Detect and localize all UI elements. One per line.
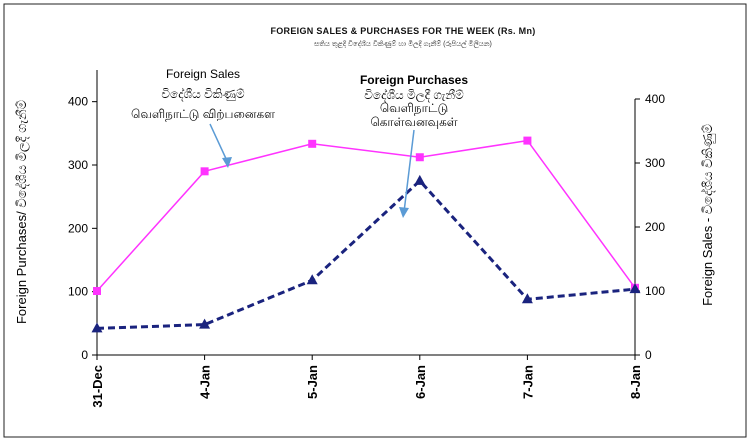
series-group xyxy=(91,136,641,333)
x-tick-label: 6-Jan xyxy=(413,365,428,399)
x-tick-label: 4-Jan xyxy=(198,365,213,399)
chart-subtitle: සතිය තුළදී විදේශීය විකිණුම් හා මිලදී ගැන… xyxy=(314,40,492,49)
data-point-sales xyxy=(93,287,101,295)
right-tick-label: 400 xyxy=(645,92,665,106)
right-tick-label: 200 xyxy=(645,220,665,234)
data-point-purchases xyxy=(521,293,533,304)
annotation-sales-si: විදේශීය විකිණුම් xyxy=(161,87,245,101)
data-point-purchases xyxy=(414,174,426,185)
annotation-arrow-purchases xyxy=(403,129,415,213)
annotation-purchases-en: Foreign Purchases xyxy=(360,73,468,87)
x-tick-label: 7-Jan xyxy=(520,365,535,399)
right-tick-label: 100 xyxy=(645,284,665,298)
chart-title: FOREIGN SALES & PURCHASES FOR THE WEEK (… xyxy=(270,26,535,36)
data-point-sales xyxy=(308,139,317,148)
data-point-purchases xyxy=(629,283,641,294)
left-tick-label: 200 xyxy=(68,221,88,235)
series-line-foreign-purchases xyxy=(96,178,636,330)
axes-group: 0 100 200 300 400 0 100 200 300 400 31-Dec 4-Jan 5-J… xyxy=(68,70,665,408)
series-line-foreign-sales xyxy=(96,139,636,292)
data-point-sales xyxy=(200,167,209,176)
annotation-arrowhead-sales xyxy=(222,157,232,168)
annotation-purchases-ta-2: கொள்வனவுகள் xyxy=(370,115,457,129)
data-point-sales xyxy=(523,136,532,145)
x-tick-label: 31-Dec xyxy=(90,365,105,408)
annotation-sales-en: Foreign Sales xyxy=(166,67,240,81)
annotation-arrow-sales xyxy=(209,123,229,164)
left-axis-label: Foreign Purchases/ විදේශීය මිලදී ගැනීම් xyxy=(14,100,30,324)
left-tick-label: 300 xyxy=(68,158,88,172)
data-point-sales xyxy=(415,153,424,162)
left-tick-label: 100 xyxy=(68,285,88,299)
right-tick-label: 0 xyxy=(645,348,652,362)
annotation-sales-ta: வெளிநாட்டு விற்பனைகள xyxy=(131,107,275,121)
annotation-purchases-ta-1: வெளிநாட்டு xyxy=(380,101,448,115)
data-point-purchases xyxy=(91,322,103,333)
annotation-arrowhead-purchases xyxy=(399,207,409,218)
right-axis-label: Foreign Sales - විදේශීය විකිණුම් xyxy=(700,124,716,306)
right-tick-label: 300 xyxy=(645,156,665,170)
x-tick-label: 8-Jan xyxy=(628,365,643,399)
annotations-group: Foreign Sales විදේශීය විකිණුම් வெளிநாட்டு … xyxy=(131,67,468,218)
x-tick-label: 5-Jan xyxy=(305,365,320,399)
left-tick-label: 400 xyxy=(68,95,88,109)
data-point-purchases xyxy=(199,318,211,329)
annotation-purchases-si: විදේශීය මිලදී ගැනීම් xyxy=(364,88,464,103)
data-point-purchases xyxy=(306,274,318,285)
left-tick-label: 0 xyxy=(81,348,88,362)
